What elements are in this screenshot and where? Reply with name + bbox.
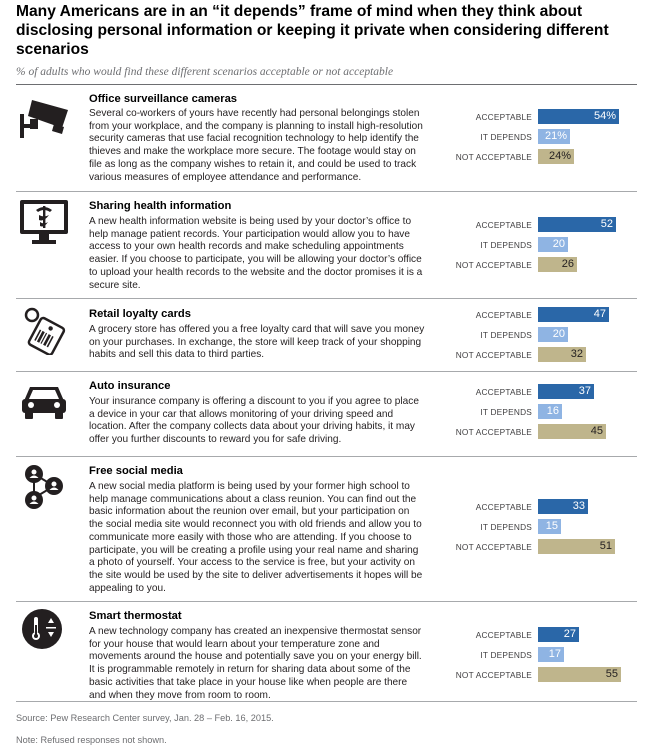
acceptable-bar bbox=[538, 499, 588, 514]
not-acceptable-label: NOT ACCEPTABLE bbox=[455, 152, 532, 162]
it-depends-label: IT DEPENDS bbox=[480, 407, 532, 417]
not-acceptable-value-label: 26 bbox=[561, 258, 574, 270]
acceptable-bar bbox=[538, 384, 594, 399]
not-acceptable-value-label: 55 bbox=[605, 668, 618, 680]
not-acceptable-value-label: 51 bbox=[599, 540, 612, 552]
social-network-icon bbox=[16, 462, 72, 512]
it-depends-value-label: 20 bbox=[552, 238, 565, 250]
acceptable-value-label: 33 bbox=[572, 500, 585, 512]
scenario-title: Smart thermostat bbox=[89, 610, 182, 622]
section-divider bbox=[16, 701, 637, 702]
acceptable-label: ACCEPTABLE bbox=[475, 630, 532, 640]
section-divider bbox=[16, 298, 637, 299]
not-acceptable-bar bbox=[538, 347, 586, 362]
it-depends-label: IT DEPENDS bbox=[480, 330, 532, 340]
not-acceptable-bar bbox=[538, 149, 574, 164]
acceptable-label: ACCEPTABLE bbox=[475, 220, 532, 230]
scenario-description: Several co-workers of yours have recentl… bbox=[89, 108, 423, 183]
scenario-title: Free social media bbox=[89, 465, 183, 477]
scenario-description: A new social media platform is being use… bbox=[89, 481, 423, 594]
source-note: Source: Pew Research Center survey, Jan.… bbox=[16, 713, 274, 723]
section-divider bbox=[16, 191, 637, 192]
not-acceptable-label: NOT ACCEPTABLE bbox=[455, 427, 532, 437]
it-depends-value-label: 15 bbox=[545, 520, 558, 532]
refused-note: Note: Refused responses not shown. bbox=[16, 735, 167, 745]
chart-subtitle: % of adults who would find these differe… bbox=[16, 66, 394, 78]
it-depends-value-label: 17 bbox=[548, 648, 561, 660]
surveillance-camera-icon bbox=[16, 94, 72, 144]
it-depends-bar bbox=[538, 327, 568, 342]
not-acceptable-bar bbox=[538, 257, 577, 272]
it-depends-value-label: 16 bbox=[546, 405, 559, 417]
it-depends-bar bbox=[538, 647, 564, 662]
acceptable-label: ACCEPTABLE bbox=[475, 387, 532, 397]
acceptable-bar bbox=[538, 109, 619, 124]
acceptable-value-label: 52 bbox=[600, 218, 613, 230]
it-depends-label: IT DEPENDS bbox=[480, 522, 532, 532]
not-acceptable-bar bbox=[538, 539, 615, 554]
not-acceptable-value-label: 45 bbox=[590, 425, 603, 437]
not-acceptable-value-label: 24% bbox=[548, 150, 571, 162]
acceptable-value-label: 27 bbox=[563, 628, 576, 640]
it-depends-label: IT DEPENDS bbox=[480, 650, 532, 660]
not-acceptable-bar bbox=[538, 667, 621, 682]
car-icon bbox=[16, 377, 72, 427]
it-depends-bar bbox=[538, 404, 562, 419]
it-depends-value-label: 20 bbox=[552, 328, 565, 340]
section-divider bbox=[16, 371, 637, 372]
not-acceptable-label: NOT ACCEPTABLE bbox=[455, 542, 532, 552]
acceptable-value-label: 37 bbox=[578, 385, 591, 397]
acceptable-bar bbox=[538, 627, 579, 642]
chart-title: Many Americans are in an “it depends” fr… bbox=[16, 3, 609, 58]
health-monitor-icon bbox=[16, 198, 72, 248]
not-acceptable-label: NOT ACCEPTABLE bbox=[455, 670, 532, 680]
acceptable-value-label: 54% bbox=[593, 110, 616, 122]
acceptable-label: ACCEPTABLE bbox=[475, 502, 532, 512]
acceptable-label: ACCEPTABLE bbox=[475, 112, 532, 122]
section-divider bbox=[16, 456, 637, 457]
not-acceptable-bar bbox=[538, 424, 606, 439]
section-divider bbox=[16, 601, 637, 602]
scenario-description: Your insurance company is offering a dis… bbox=[89, 396, 419, 446]
it-depends-label: IT DEPENDS bbox=[480, 132, 532, 142]
it-depends-label: IT DEPENDS bbox=[480, 240, 532, 250]
acceptable-value-label: 47 bbox=[593, 308, 606, 320]
it-depends-bar bbox=[538, 237, 568, 252]
header-rule bbox=[16, 84, 637, 85]
acceptable-bar bbox=[538, 307, 609, 322]
scenario-title: Auto insurance bbox=[89, 380, 171, 392]
scenario-description: A new technology company has created an … bbox=[89, 626, 422, 701]
it-depends-bar bbox=[538, 129, 570, 144]
scenario-title: Sharing health information bbox=[89, 200, 232, 212]
scenario-description: A grocery store has offered you a free l… bbox=[89, 324, 425, 361]
acceptable-label: ACCEPTABLE bbox=[475, 310, 532, 320]
scenario-title: Office surveillance cameras bbox=[89, 93, 238, 105]
thermostat-icon bbox=[16, 605, 72, 655]
not-acceptable-value-label: 32 bbox=[570, 348, 583, 360]
scenario-title: Retail loyalty cards bbox=[89, 308, 191, 320]
it-depends-value-label: 21% bbox=[544, 130, 567, 142]
not-acceptable-label: NOT ACCEPTABLE bbox=[455, 260, 532, 270]
it-depends-bar bbox=[538, 519, 561, 534]
scenario-description: A new health information website is bein… bbox=[89, 216, 423, 291]
acceptable-bar bbox=[538, 217, 616, 232]
loyalty-card-tag-icon bbox=[16, 305, 72, 356]
not-acceptable-label: NOT ACCEPTABLE bbox=[455, 350, 532, 360]
